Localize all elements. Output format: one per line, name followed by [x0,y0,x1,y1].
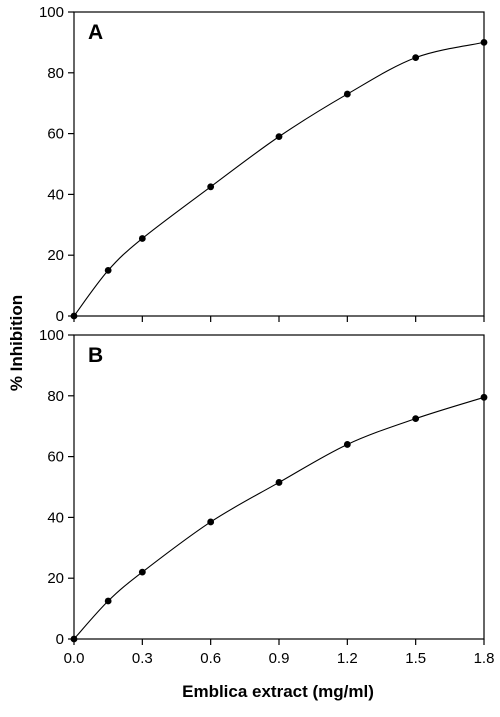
panel-label: A [88,21,103,44]
x-tick-label: 0.9 [269,650,290,667]
series-line [73,396,485,640]
x-tick-label: 1.5 [405,650,426,667]
data-point [207,518,215,526]
x-axis-title: Emblica extract (mg/ml) [182,682,374,701]
y-tick-label: 20 [47,247,64,264]
series-line [73,41,485,317]
y-tick-label: 100 [39,327,64,344]
y-tick-label: 40 [47,509,64,526]
y-tick-label: 60 [47,126,64,143]
data-point [480,39,488,46]
x-tick-label: 0.3 [132,650,153,667]
y-tick-label: 0 [56,308,64,325]
data-point [138,568,146,576]
y-tick-label: 60 [47,449,64,466]
y-tick-label: 20 [47,570,64,587]
y-tick-label: 40 [47,186,64,203]
data-point [343,441,351,448]
y-tick-label: 100 [39,4,64,21]
data-point [412,54,420,61]
data-point [480,393,488,401]
x-tick-label: 0.0 [64,650,85,667]
plot-frame [73,334,485,640]
data-point [412,415,420,422]
data-point [70,312,78,320]
y-axis-title: % Inhibition [7,295,26,391]
y-tick-label: 80 [47,65,64,82]
y-tick-label: 0 [56,631,64,648]
data-point [104,267,112,274]
data-point [70,635,78,643]
x-tick-label: 1.8 [474,650,495,667]
y-tick-label: 80 [47,388,64,405]
panel-label: B [88,344,103,367]
x-tick-label: 1.2 [337,650,358,667]
panel-b: 0 20 40 60 80 100 0.0 0.3 0.6 0.9 1.2 1.5 1.8 B [39,327,494,667]
plot-frame [73,11,485,317]
data-point [104,597,112,605]
x-tick-label: 0.6 [200,650,221,667]
data-point [343,90,351,98]
data-point [275,479,283,486]
data-point [207,183,215,191]
data-point [138,235,146,242]
data-point [275,133,283,141]
panel-a: 0 20 40 60 80 100 A [39,4,488,325]
